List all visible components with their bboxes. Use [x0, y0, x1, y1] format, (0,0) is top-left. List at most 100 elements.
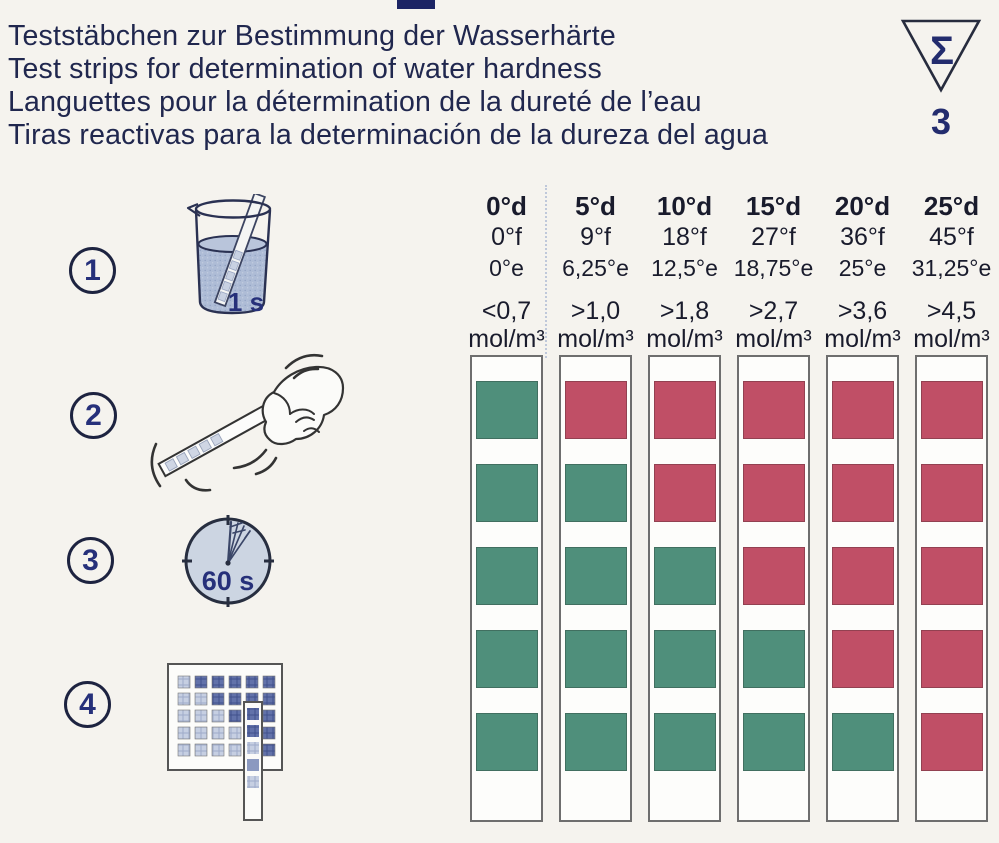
title-es: Tiras reactivas para la determinación de… — [8, 119, 769, 151]
scale-column-0d: 0°d 0°f 0°e <0,7 mol/m³ — [462, 190, 551, 822]
step-4-number: 4 — [79, 687, 96, 721]
sigma-triangle-icon: Σ — [900, 19, 982, 93]
reaction-pad — [742, 381, 805, 439]
step-1-badge: 1 — [69, 247, 116, 294]
scale-column-10d: 10°d 18°f 12,5°e >1,8 mol/m³ — [640, 190, 729, 822]
sigma-count: 3 — [930, 101, 952, 142]
reference-strip — [470, 355, 543, 822]
reaction-pad — [920, 630, 983, 688]
reaction-pad — [653, 630, 716, 688]
sigma-symbol: Σ — [930, 29, 954, 73]
mol-unit: mol/m³ — [735, 325, 812, 353]
reaction-pad — [475, 464, 538, 522]
scale-column-20d: 20°d 36°f 25°e >3,6 mol/m³ — [818, 190, 907, 822]
deg-d-value: 0°d — [486, 191, 527, 221]
reaction-pad — [831, 381, 894, 439]
reference-strip — [826, 355, 899, 822]
reaction-pad — [475, 381, 538, 439]
shaken-test-strip — [157, 404, 272, 478]
mol-unit: mol/m³ — [646, 325, 723, 353]
hardness-color-scale: 0°d 0°f 0°e <0,7 mol/m³ 5°d 9°f 6,25°e >… — [462, 190, 996, 822]
mol-value: >3,6 — [837, 297, 888, 325]
deg-d-value: 5°d — [575, 191, 616, 221]
deg-d-value: 15°d — [745, 191, 802, 221]
title-fr: Languettes pour la détermination de la d… — [8, 86, 702, 118]
reaction-pad — [742, 630, 805, 688]
mol-value: >1,0 — [570, 297, 621, 325]
mol-value: <0,7 — [481, 297, 532, 325]
reaction-pad — [920, 547, 983, 605]
title-de: Teststäbchen zur Bestimmung der Wasserhä… — [8, 20, 616, 52]
reaction-pad — [653, 713, 716, 771]
step-3-number: 3 — [82, 543, 99, 577]
title-en: Test strips for determination of water h… — [8, 53, 602, 85]
deg-e-value: 6,25°e — [562, 255, 629, 281]
triangle-outline — [900, 19, 982, 93]
reaction-pad — [831, 630, 894, 688]
reaction-pad — [653, 547, 716, 605]
reference-strip — [915, 355, 988, 822]
reference-strip — [559, 355, 632, 822]
deg-f-value: 27°f — [751, 223, 796, 251]
deg-e-value: 12,5°e — [651, 255, 718, 281]
reference-strip — [737, 355, 810, 822]
deg-f-value: 0°f — [491, 223, 522, 251]
mol-value: >4,5 — [926, 297, 977, 325]
reaction-pad — [920, 464, 983, 522]
deg-f-value: 18°f — [662, 223, 707, 251]
title-block: Teststäbchen zur Bestimmung der Wasserhä… — [8, 20, 908, 152]
reaction-pad — [742, 713, 805, 771]
reaction-pad — [475, 713, 538, 771]
scale-column-5d: 5°d 9°f 6,25°e >1,0 mol/m³ — [551, 190, 640, 822]
color-chart-compare-icon — [167, 663, 283, 821]
reaction-pad — [564, 464, 627, 522]
deg-f-value: 9°f — [580, 223, 611, 251]
held-test-strip — [243, 701, 263, 821]
mol-value: >2,7 — [748, 297, 799, 325]
timer-icon — [182, 515, 274, 607]
reaction-pad — [653, 464, 716, 522]
deg-e-value: 18,75°e — [733, 255, 814, 281]
mol-unit: mol/m³ — [824, 325, 901, 353]
beaker-outline — [186, 199, 272, 315]
reaction-pad — [920, 381, 983, 439]
step-2-number: 2 — [85, 398, 102, 432]
deg-e-value: 25°e — [838, 255, 887, 281]
wait-time-label: 60 s — [201, 566, 255, 596]
mol-unit: mol/m³ — [557, 325, 634, 353]
deg-d-value: 25°d — [923, 191, 980, 221]
deg-f-value: 45°f — [929, 223, 974, 251]
sweeping-hand — [225, 520, 251, 566]
scale-column-15d: 15°d 27°f 18,75°e >2,7 mol/m³ — [729, 190, 818, 822]
dipped-test-strip — [213, 194, 267, 308]
sigma-mark: Σ 3 — [899, 18, 983, 143]
deg-d-value: 20°d — [834, 191, 891, 221]
step-2-badge: 2 — [70, 392, 117, 439]
motion-arcs — [150, 353, 324, 492]
reaction-pad — [742, 464, 805, 522]
fold-mark-dotted-line — [545, 185, 547, 358]
reaction-pad — [831, 713, 894, 771]
reaction-pad — [564, 547, 627, 605]
shake-strip-icon — [150, 353, 345, 492]
reaction-pad — [831, 464, 894, 522]
mol-unit: mol/m³ — [468, 325, 545, 353]
clock-ticks — [182, 515, 274, 607]
reaction-pad — [831, 547, 894, 605]
step-1-number: 1 — [84, 253, 101, 287]
deg-f-value: 36°f — [840, 223, 885, 251]
logo-fragment-bar — [397, 0, 435, 9]
step-3-badge: 3 — [67, 537, 114, 584]
reaction-pad — [475, 630, 538, 688]
reaction-pad — [564, 713, 627, 771]
step-4-badge: 4 — [64, 681, 111, 728]
reaction-pad — [742, 547, 805, 605]
scale-column-25d: 25°d 45°f 31,25°e >4,5 mol/m³ — [907, 190, 996, 822]
mol-value: >1,8 — [659, 297, 710, 325]
reaction-pad — [564, 381, 627, 439]
reaction-pad — [475, 547, 538, 605]
reaction-pad — [653, 381, 716, 439]
deg-e-value: 31,25°e — [911, 255, 992, 281]
reaction-pad — [920, 713, 983, 771]
